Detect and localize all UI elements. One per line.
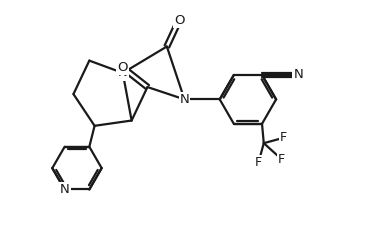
Text: O: O bbox=[118, 61, 128, 74]
Text: N: N bbox=[118, 66, 128, 80]
Text: F: F bbox=[278, 153, 285, 165]
Text: N: N bbox=[180, 93, 190, 106]
Text: F: F bbox=[255, 156, 262, 169]
Text: O: O bbox=[174, 14, 185, 27]
Text: N: N bbox=[60, 183, 70, 196]
Text: N: N bbox=[293, 69, 303, 81]
Text: F: F bbox=[280, 132, 287, 144]
